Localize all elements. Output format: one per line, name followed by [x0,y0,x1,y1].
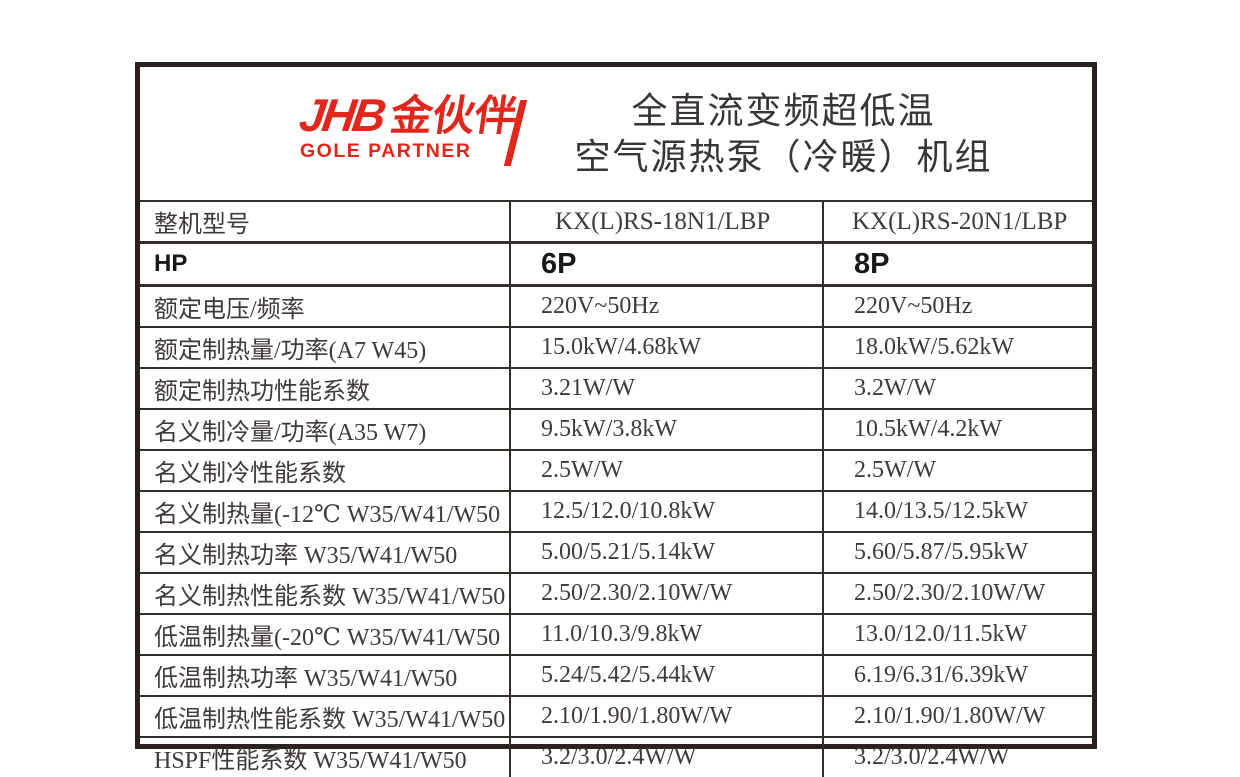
spec-table-row: 低温制热量(-20℃ W35/W41/W50 11.0/10.3/9.8kW 1… [140,613,1092,656]
spec-label-cell: 低温制热量(-20℃ W35/W41/W50 [140,613,511,656]
spec-label-cell: 低温制热功率 W35/W41/W50 [140,654,511,697]
spec-value-cell-model-20: 3.2/3.0/2.4W/W [823,736,1092,777]
spec-table-row: 额定制热量/功率(A7 W45) 15.0kW/4.68kW 18.0kW/5.… [140,326,1092,369]
spec-table-row: 名义制冷量/功率(A35 W7) 9.5kW/3.8kW 10.5kW/4.2k… [140,408,1092,451]
spec-value-cell-model-20: 220V~50Hz [823,284,1092,328]
spec-value-cell-model-20: 3.2W/W [823,367,1092,410]
spec-table-row: 额定制热功性能系数 3.21W/W 3.2W/W [140,367,1092,410]
spec-table-row: 整机型号 KX(L)RS-18N1/LBP KX(L)RS-20N1/LBP [140,202,1092,244]
brand-acronym: JHB [296,88,387,141]
spec-table-row: 名义制冷性能系数 2.5W/W 2.5W/W [140,449,1092,492]
spec-value-cell-model-18: 3.21W/W [510,367,824,410]
spec-value-cell-model-20: 2.50/2.30/2.10W/W [823,572,1092,615]
spec-value-cell-model-18: 2.10/1.90/1.80W/W [510,695,824,738]
spec-value-cell-model-20: 18.0kW/5.62kW [823,326,1092,369]
spec-value-cell-model-18: 220V~50Hz [510,284,824,328]
brand-name-en: GOLE PARTNER [300,139,472,162]
spec-table-body: 整机型号 KX(L)RS-18N1/LBP KX(L)RS-20N1/LBP H… [140,202,1092,777]
spec-table-row: 额定电压/频率 220V~50Hz 220V~50Hz [140,284,1092,328]
spec-label-cell: 名义制热量(-12℃ W35/W41/W50 [140,490,511,533]
spec-value-cell-model-18: 9.5kW/3.8kW [510,408,824,451]
spec-value-cell-model-18: 12.5/12.0/10.8kW [510,490,824,533]
spec-value-cell-model-20: 2.10/1.90/1.80W/W [823,695,1092,738]
spec-value-cell-model-20: 14.0/13.5/12.5kW [823,490,1092,533]
spec-table-row: 名义制热性能系数 W35/W41/W50 2.50/2.30/2.10W/W 2… [140,572,1092,615]
spec-label-cell: 名义制冷量/功率(A35 W7) [140,408,511,451]
spec-label-cell: 名义制热性能系数 W35/W41/W50 [140,572,511,615]
spec-label-cell: 整机型号 [140,202,511,244]
spec-value-cell-model-20: 10.5kW/4.2kW [823,408,1092,451]
spec-value-cell-model-20: KX(L)RS-20N1/LBP [823,202,1092,244]
spec-label-cell: HSPF性能系数 W35/W41/W50 [140,736,511,777]
spec-table-row: 低温制热功率 W35/W41/W50 5.24/5.42/5.44kW 6.19… [140,654,1092,697]
spec-value-cell-model-20: 2.5W/W [823,449,1092,492]
spec-table-row: HP 6P 8P [140,241,1092,287]
product-title-line2: 空气源热泵（冷暖）机组 [574,136,993,177]
spec-label-cell: HP [140,241,511,287]
spec-value-cell-model-20: 8P [823,241,1092,287]
brand-logo: JHB 金伙伴 GOLE PARTNER [296,88,528,176]
spec-value-cell-model-18: 6P [510,241,824,287]
spec-value-cell-model-18: 3.2/3.0/2.4W/W [510,736,824,777]
spec-value-cell-model-18: KX(L)RS-18N1/LBP [510,202,824,244]
spec-value-cell-model-18: 5.24/5.42/5.44kW [510,654,824,697]
spec-label-cell: 额定制热量/功率(A7 W45) [140,326,511,369]
spec-value-cell-model-18: 5.00/5.21/5.14kW [510,531,824,574]
spec-table-row: 低温制热性能系数 W35/W41/W50 2.10/1.90/1.80W/W 2… [140,695,1092,738]
spec-value-cell-model-20: 6.19/6.31/6.39kW [823,654,1092,697]
spec-value-cell-model-18: 2.50/2.30/2.10W/W [510,572,824,615]
sheet-header: JHB 金伙伴 GOLE PARTNER 全直流变频超低温 空气源热泵（冷暖）机… [140,67,1092,202]
spec-label-cell: 低温制热性能系数 W35/W41/W50 [140,695,511,738]
brand-name-cn: 金伙伴 [387,91,521,139]
spec-value-cell-model-18: 2.5W/W [510,449,824,492]
spec-table-row: 名义制热量(-12℃ W35/W41/W50 12.5/12.0/10.8kW … [140,490,1092,533]
spec-label-cell: 额定电压/频率 [140,284,511,328]
spec-label-cell: 名义制热功率 W35/W41/W50 [140,531,511,574]
spec-table: 整机型号 KX(L)RS-18N1/LBP KX(L)RS-20N1/LBP H… [140,202,1092,777]
spec-label-cell: 额定制热功性能系数 [140,367,511,410]
spec-label-cell: 名义制冷性能系数 [140,449,511,492]
spec-sheet: JHB 金伙伴 GOLE PARTNER 全直流变频超低温 空气源热泵（冷暖）机… [135,62,1097,777]
spec-value-cell-model-18: 15.0kW/4.68kW [510,326,824,369]
spec-table-row: HSPF性能系数 W35/W41/W50 3.2/3.0/2.4W/W 3.2/… [140,736,1092,777]
product-title-line1: 全直流变频超低温 [631,90,936,131]
spec-value-cell-model-18: 11.0/10.3/9.8kW [510,613,824,656]
spec-value-cell-model-20: 5.60/5.87/5.95kW [823,531,1092,574]
brand-logo-wordmark: JHB 金伙伴 [296,88,528,141]
product-title: 全直流变频超低温 空气源热泵（冷暖）机组 [525,88,1092,180]
spec-value-cell-model-20: 13.0/12.0/11.5kW [823,613,1092,656]
spec-table-row: 名义制热功率 W35/W41/W50 5.00/5.21/5.14kW 5.60… [140,531,1092,574]
